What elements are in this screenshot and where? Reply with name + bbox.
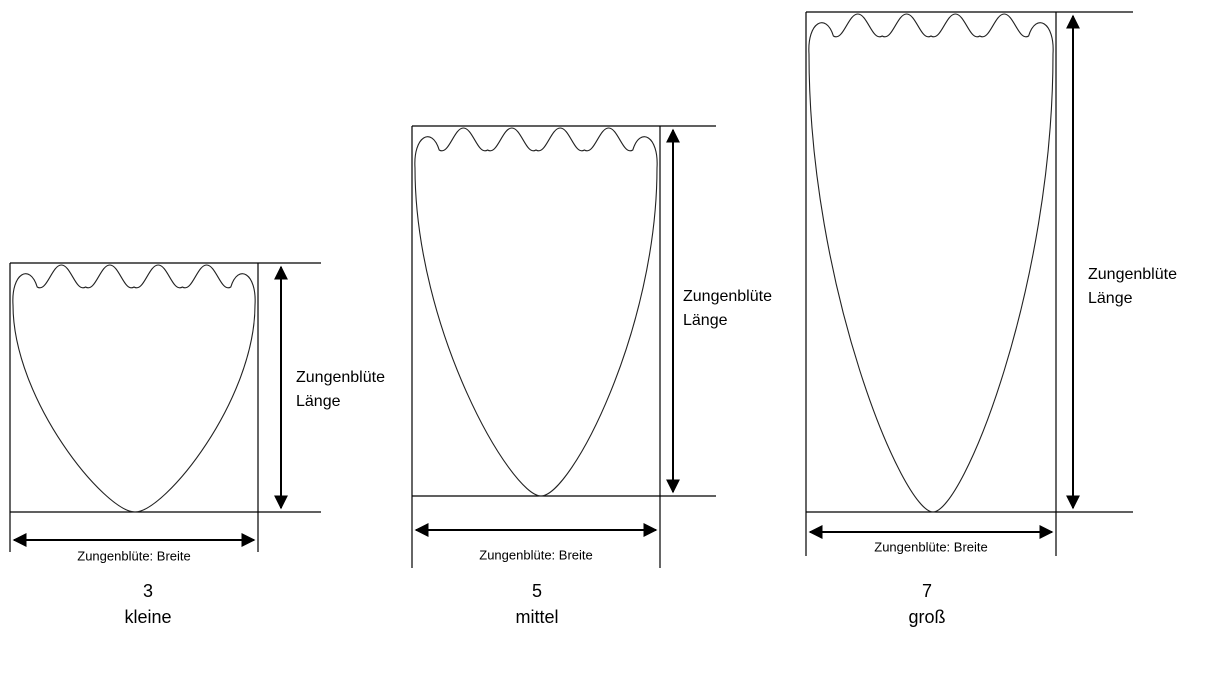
petal	[414, 127, 658, 497]
size-label: groß	[908, 607, 945, 627]
length-label: Länge	[296, 393, 341, 410]
length-label: Zungenblüte	[1088, 266, 1177, 283]
size-label: kleine	[124, 607, 171, 627]
width-label: Zungenblüte: Breite	[479, 547, 592, 562]
petal	[12, 264, 256, 513]
score: 3	[143, 581, 153, 601]
score: 5	[532, 581, 542, 601]
length-label: Zungenblüte	[296, 369, 385, 386]
width-label: Zungenblüte: Breite	[77, 548, 190, 563]
petal	[808, 13, 1054, 513]
length-label: Länge	[683, 312, 728, 329]
length-label: Zungenblüte	[683, 288, 772, 305]
score: 7	[922, 581, 932, 601]
size-label: mittel	[515, 607, 558, 627]
length-label: Länge	[1088, 290, 1133, 307]
width-label: Zungenblüte: Breite	[874, 539, 987, 554]
